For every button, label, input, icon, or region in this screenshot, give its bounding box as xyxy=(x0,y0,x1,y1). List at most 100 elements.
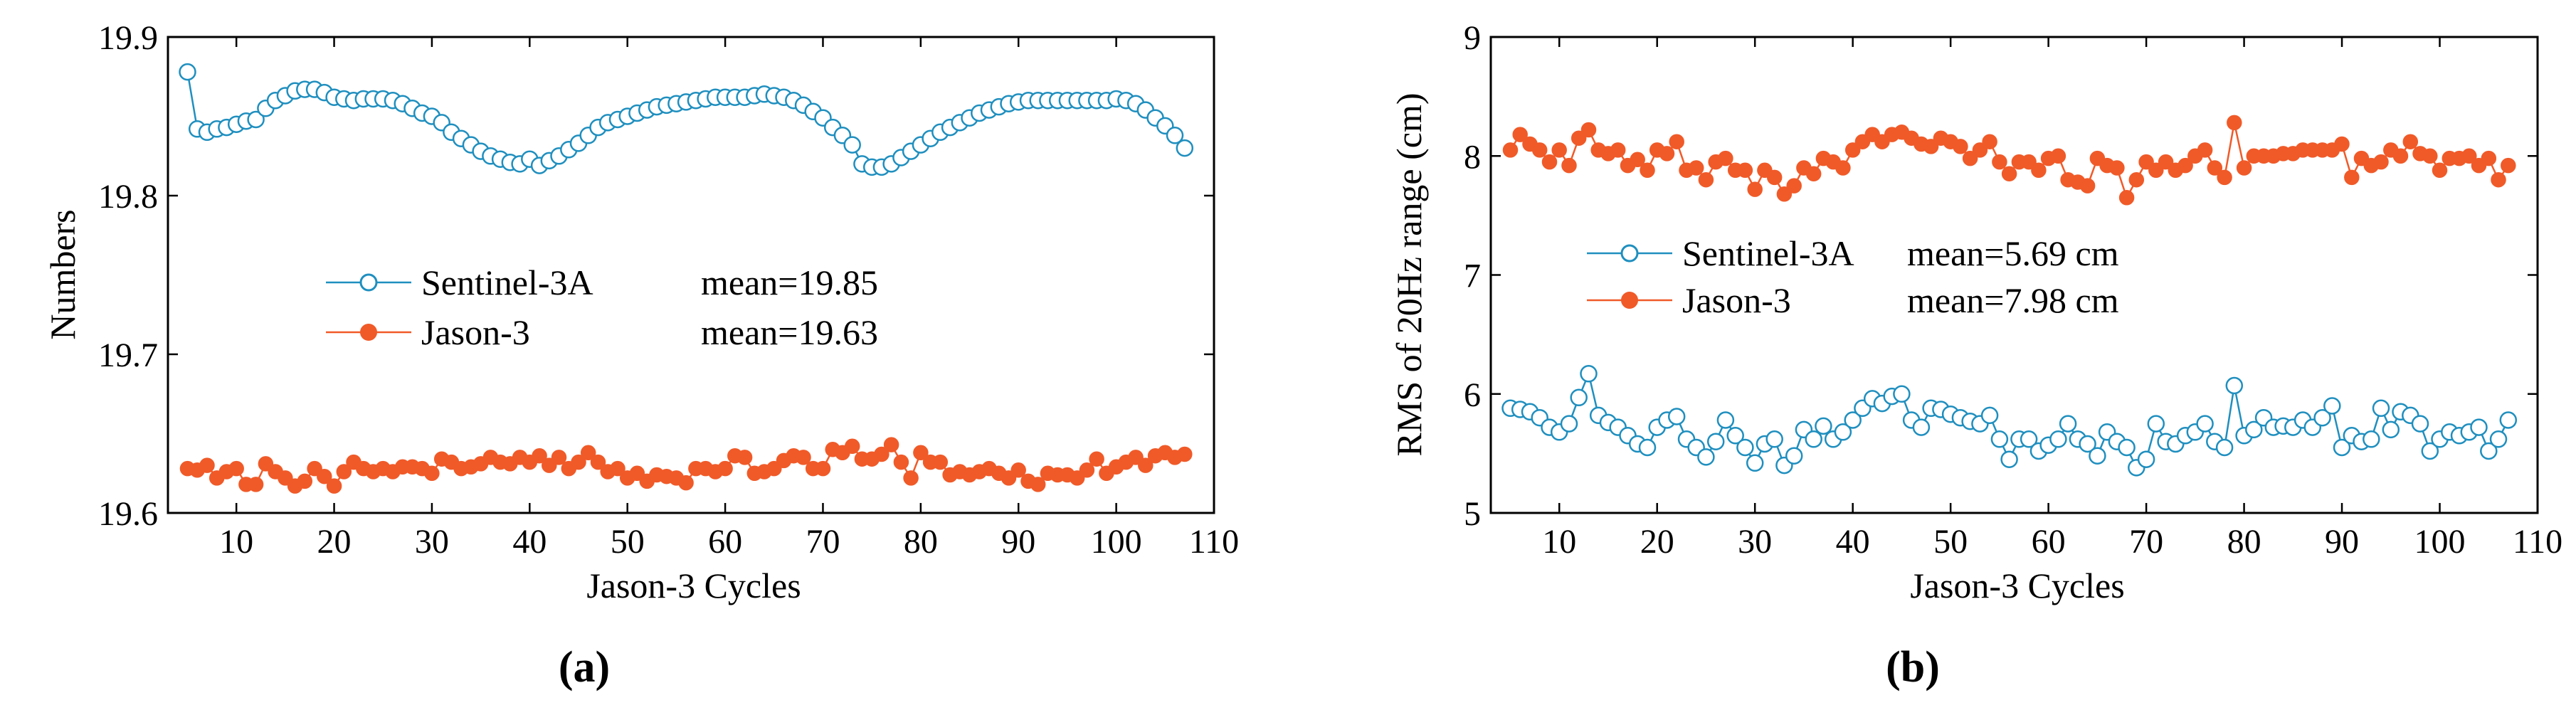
panel-a-legend-entry-sentinel: Sentinel-3A mean=19.85 xyxy=(326,263,878,302)
panel-b-jason-point xyxy=(1844,142,1861,158)
panel-b-sentinel-point xyxy=(2411,415,2429,433)
panel-b-y-tick-label: 9 xyxy=(1464,19,1481,57)
panel-b-legend-sentinel-name: Sentinel-3A xyxy=(1682,233,1854,273)
panel-a-series xyxy=(179,63,1194,494)
panel-a-legend: Sentinel-3A mean=19.85 Jason-3 mean=19.6… xyxy=(326,263,878,352)
panel-b-jason-point xyxy=(2021,154,2037,170)
panel-b-label: (b) xyxy=(1886,643,1940,692)
panel-a-legend-sentinel-marker xyxy=(359,273,378,292)
panel-a-legend-sentinel-name: Sentinel-3A xyxy=(421,263,593,302)
panel-b-jason-point xyxy=(2138,154,2154,170)
panel-b-jason-point xyxy=(2491,171,2506,188)
panel-a: 19.6 19.7 19.8 19.9 10 20 30 40 50 60 70 80 90 100 11… xyxy=(43,19,1239,692)
panel-b-sentinel-point xyxy=(1893,385,1911,403)
panel-b-x-axis-label: Jason-3 Cycles xyxy=(1910,566,2124,605)
panel-b: 5 6 7 8 9 10 20 30 40 50 60 70 80 90 100 110 RMS of 20… xyxy=(1389,19,2562,692)
panel-b-sentinel-point xyxy=(1560,415,1578,433)
panel-b-sentinel-point xyxy=(1580,365,1598,383)
panel-b-sentinel-point xyxy=(2049,430,2067,448)
panel-b-jason-point xyxy=(1835,160,1851,176)
panel-a-legend-jason-name: Jason-3 xyxy=(421,312,530,352)
panel-a-jason-point xyxy=(893,454,909,470)
panel-a-jason-point xyxy=(1079,462,1095,478)
panel-a-x-tick-label: 30 xyxy=(415,523,449,561)
panel-a-x-tick-label: 80 xyxy=(904,523,938,561)
panel-b-jason-point xyxy=(1776,186,1793,202)
panel-b-sentinel-point xyxy=(1805,430,1822,448)
panel-b-sentinel-point xyxy=(1570,388,1588,407)
panel-b-legend-jason-marker xyxy=(1621,292,1638,309)
panel-b-sentinel-point xyxy=(2480,442,2498,460)
panel-a-jason-point xyxy=(1177,446,1193,462)
panel-b-x-tick-label: 100 xyxy=(2414,523,2466,561)
panel-a-x-axis-label: Jason-3 Cycles xyxy=(586,566,801,605)
panel-b-jason-point xyxy=(1953,139,1968,154)
panel-a-x-tick-label: 40 xyxy=(512,523,547,561)
panel-b-x-tick-label: 50 xyxy=(1933,523,1968,561)
panel-b-sentinel-point xyxy=(2421,442,2439,460)
panel-b-jason-point xyxy=(1502,142,1519,158)
panel-a-legend-sentinel-mean: mean=19.85 xyxy=(701,263,878,302)
panel-a-x-ticks: 10 20 30 40 50 60 70 80 90 100 110 xyxy=(219,37,1239,561)
panel-b-x-ticks: 10 20 30 40 50 60 70 80 90 100 110 xyxy=(1542,37,2562,561)
panel-b-series xyxy=(1501,115,2518,477)
panel-b-sentinel-point xyxy=(1697,448,1715,466)
panel-a-x-tick-label: 10 xyxy=(219,523,253,561)
panel-b-jason-point xyxy=(2227,115,2242,131)
panel-b-jason-point xyxy=(1786,178,1802,194)
panel-a-jason-point xyxy=(228,460,244,477)
panel-b-sentinel-point xyxy=(2382,420,2400,439)
panel-a-x-tick-label: 70 xyxy=(806,523,840,561)
panel-b-sentinel-point xyxy=(2020,430,2038,448)
panel-a-jason-point xyxy=(1010,462,1026,478)
panel-b-jason-point xyxy=(1923,139,1939,154)
panel-b-legend-sentinel-marker xyxy=(1620,244,1639,263)
panel-b-x-tick-label: 20 xyxy=(1640,523,1674,561)
panel-b-jason-point xyxy=(1512,127,1528,142)
panel-b-x-tick-label: 110 xyxy=(2513,523,2562,561)
panel-b-jason-point xyxy=(2344,169,2360,186)
panel-b-sentinel-point xyxy=(2089,447,2106,465)
panel-b-sentinel-point xyxy=(2470,418,2488,436)
panel-b-sentinel-point xyxy=(1746,454,1764,472)
panel-b-jason-point xyxy=(2118,190,2135,206)
panel-b-legend-entry-sentinel: Sentinel-3A mean=5.69 cm xyxy=(1587,233,2119,273)
panel-a-plot-area xyxy=(167,36,1215,514)
panel-b-x-tick-label: 80 xyxy=(2227,523,2261,561)
panel-a-jason-point xyxy=(590,454,606,470)
panel-b-jason-point xyxy=(1551,142,1567,158)
panel-b-jason-point xyxy=(2148,162,2164,179)
panel-a-jason-point xyxy=(199,457,215,473)
panel-a-y-tick-label: 19.7 xyxy=(98,337,158,374)
panel-b-y-ticks: 5 6 7 8 9 xyxy=(1464,19,2538,533)
panel-b-sentinel-point xyxy=(1726,427,1744,445)
panel-a-jason-point xyxy=(1138,457,1154,473)
panel-b-sentinel-point xyxy=(1785,447,1803,465)
panel-b-y-tick-label: 6 xyxy=(1464,376,1481,414)
panel-a-jason-point xyxy=(248,477,264,492)
panel-a-x-tick-label: 100 xyxy=(1091,523,1142,561)
panel-a-x-tick-label: 90 xyxy=(1001,523,1035,561)
panel-b-jason-point xyxy=(1630,152,1645,168)
panel-a-jason-point xyxy=(532,447,547,464)
panel-b-sentinel-point xyxy=(2245,420,2263,439)
panel-a-jason-point xyxy=(610,460,625,477)
panel-a-x-tick-label: 20 xyxy=(317,523,352,561)
panel-a-jason-point xyxy=(874,446,890,462)
panel-a-jason-point xyxy=(571,454,586,470)
panel-b-sentinel-point xyxy=(2196,415,2214,433)
panel-b-jason-point xyxy=(1698,171,1714,188)
panel-b-jason-point xyxy=(2501,157,2516,174)
panel-b-jason-point xyxy=(2109,160,2125,176)
panel-b-jason-point xyxy=(1737,162,1753,179)
panel-a-axes-box xyxy=(167,36,1215,514)
panel-b-jason-point xyxy=(2158,154,2174,170)
panel-a-y-axis-label: Numbers xyxy=(43,209,83,339)
panel-b-jason-point xyxy=(1640,162,1655,179)
panel-a-sentinel-point xyxy=(1166,127,1184,144)
panel-a-jason-point xyxy=(903,470,919,486)
panel-b-jason-point xyxy=(2392,148,2409,164)
panel-a-jason-point xyxy=(913,445,929,461)
panel-b-jason-point xyxy=(1531,142,1548,158)
panel-a-y-tick-label: 19.6 xyxy=(98,495,158,533)
